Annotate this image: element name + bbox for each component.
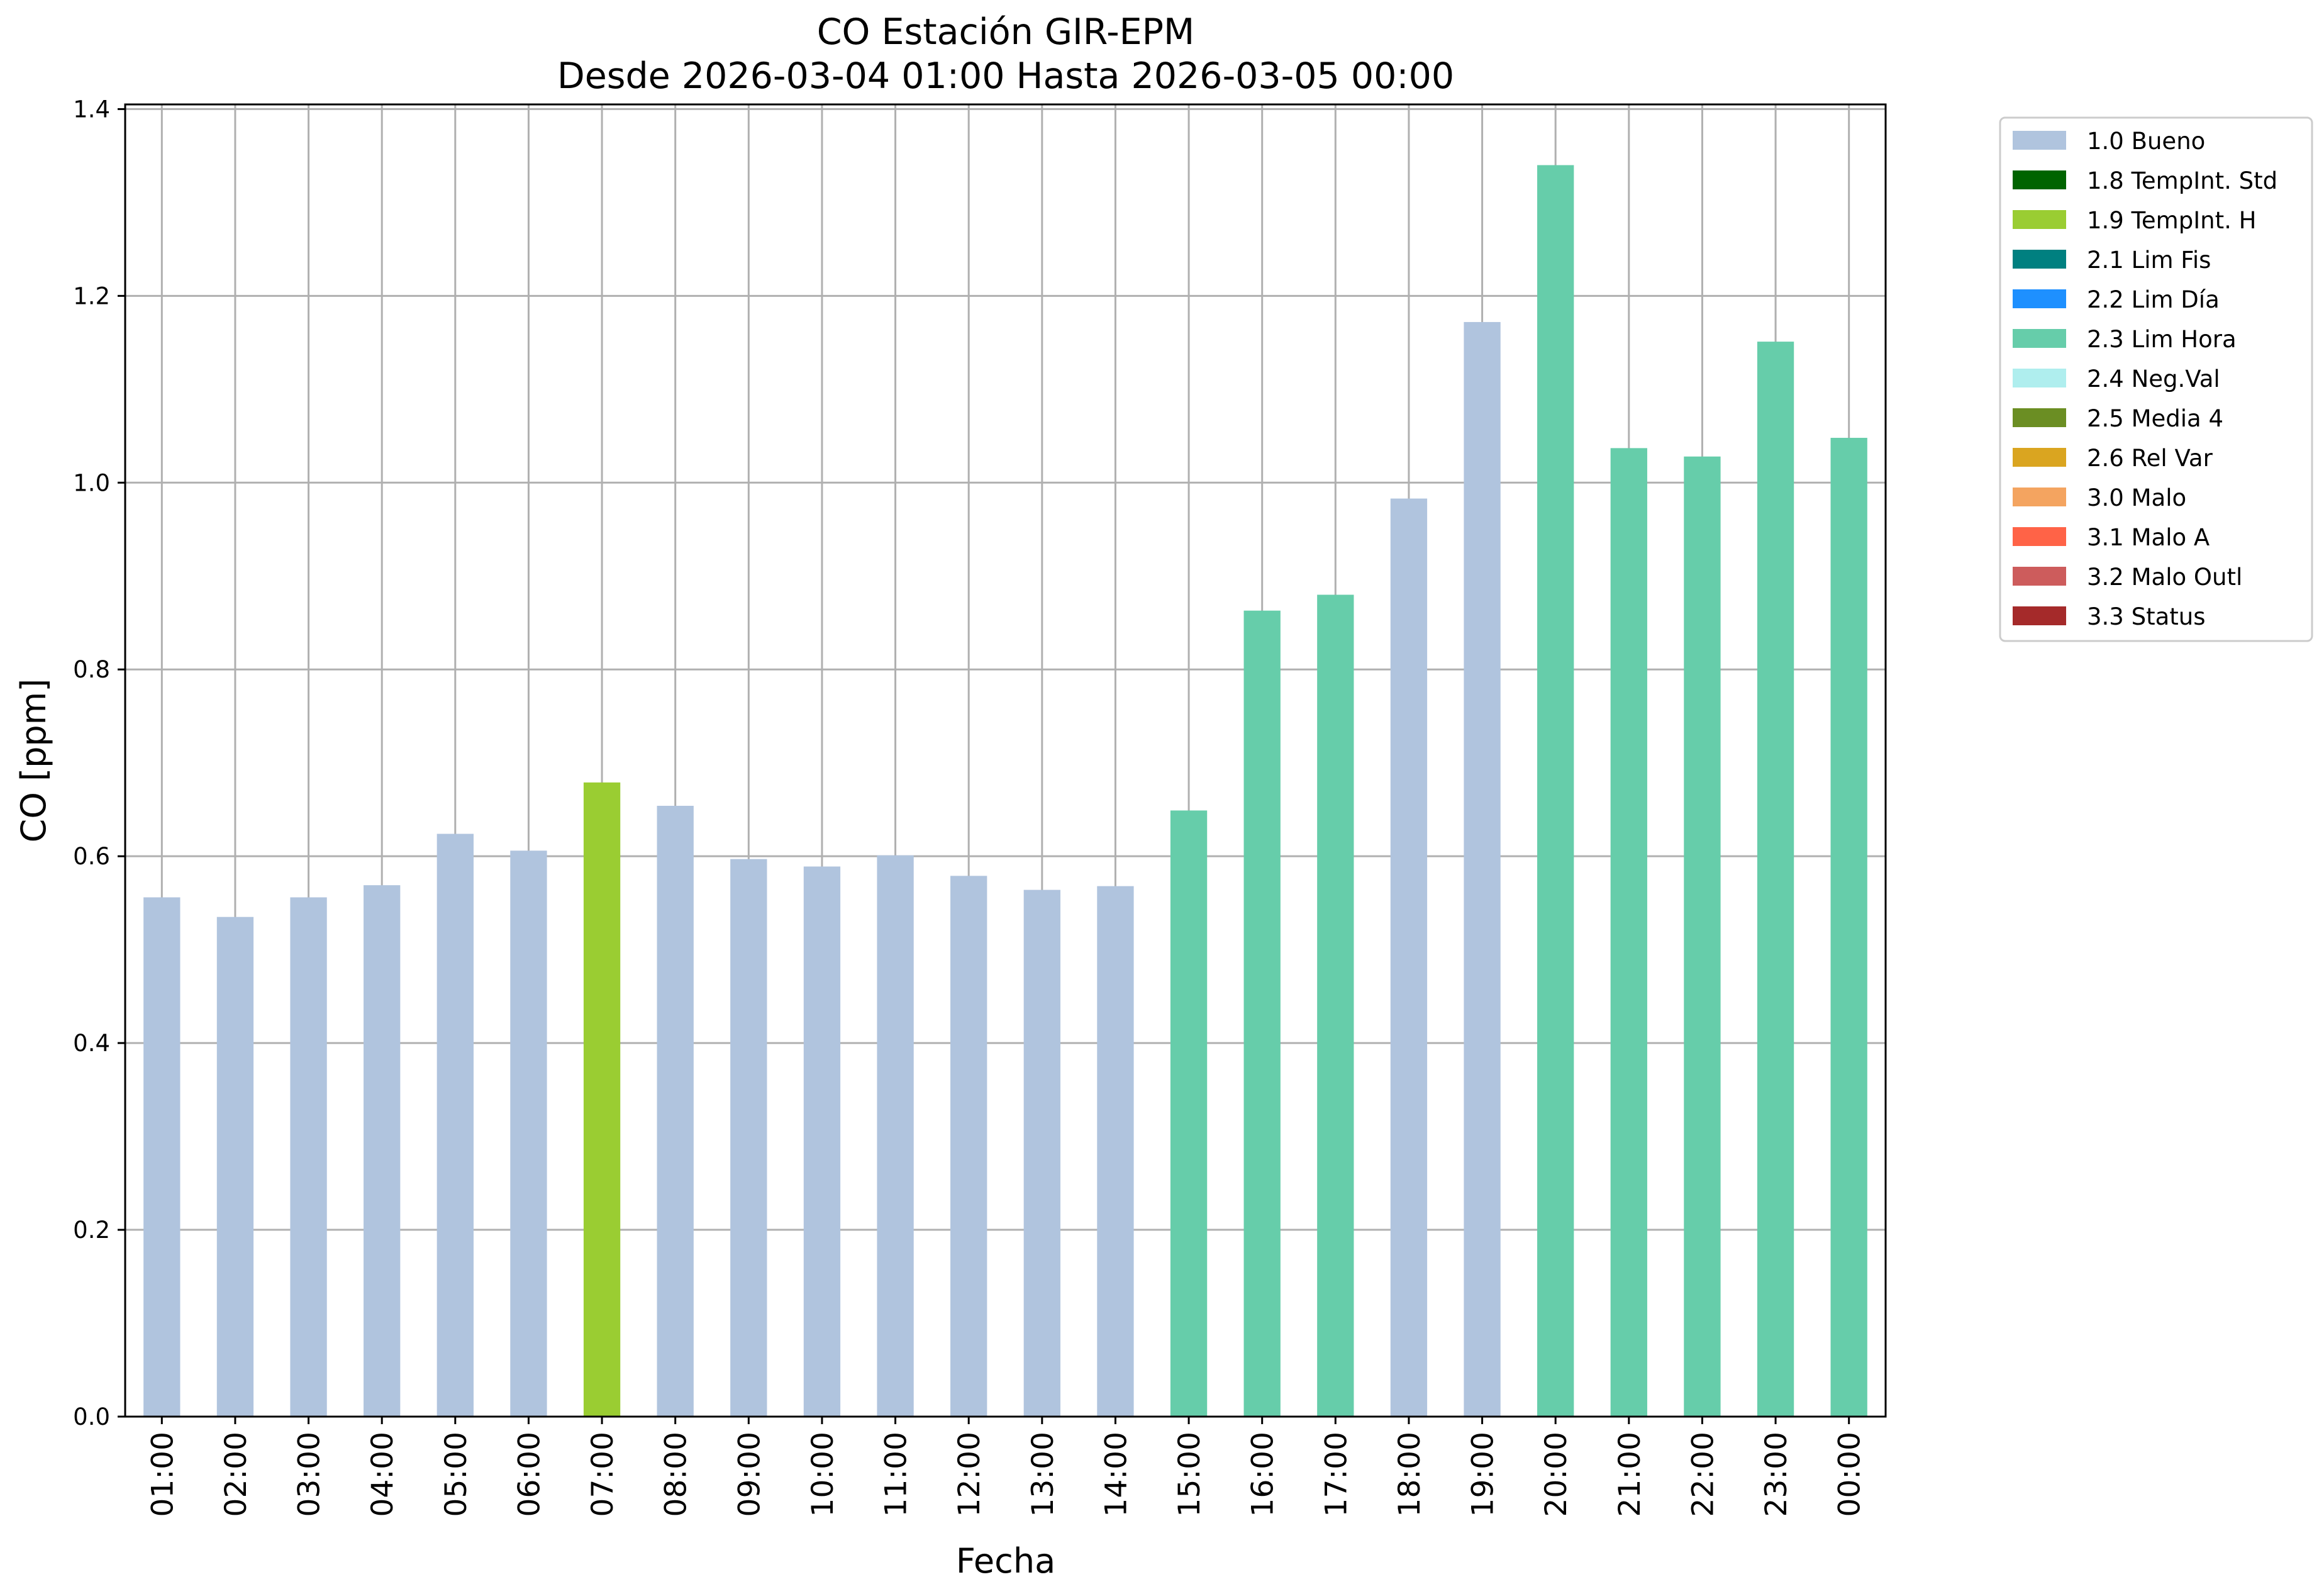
legend-swatch [2013,289,2066,308]
x-tick-label: 13:00 [1026,1432,1060,1517]
x-tick-label: 11:00 [879,1432,914,1517]
y-axis-label: CO [ppm] [14,679,53,843]
x-tick-label: 09:00 [732,1432,767,1517]
bar-12:00 [950,876,987,1417]
bar-05:00 [436,833,474,1417]
legend-entry-label: 1.8 TempInt. Std [2087,167,2277,194]
y-axis-ticks: 0.0 0.2 0.4 0.6 0.8 1.0 1.2 1.4 [73,96,125,1430]
bar-02:00 [216,917,254,1417]
x-tick-label: 08:00 [659,1432,694,1517]
bar-06:00 [510,850,547,1417]
legend-swatch [2013,606,2066,625]
bars [143,165,1867,1417]
x-tick-label: 03:00 [292,1432,327,1517]
x-tick-label: 18:00 [1393,1432,1427,1517]
bar-13:00 [1023,889,1060,1417]
x-tick-label: 00:00 [1833,1432,1867,1517]
legend-frame [1999,116,2313,642]
legend-entry-label: 2.6 Rel Var [2087,445,2213,472]
x-tick-label: 20:00 [1539,1432,1574,1517]
y-tick-label: 0.6 [73,843,110,870]
x-tick-label: 16:00 [1246,1432,1281,1517]
y-tick-label: 1.0 [73,469,110,496]
x-tick-label: 23:00 [1759,1432,1794,1517]
legend-swatch [2013,448,2066,467]
bar-04:00 [364,885,401,1417]
legend-entry-label: 2.1 Lim Fis [2087,247,2211,274]
legend-entry-label: 2.3 Lim Hora [2087,326,2237,353]
legend-entry-label: 3.1 Malo A [2087,524,2210,551]
x-axis-label: Fecha [956,1541,1055,1581]
legend-entry-label: 3.2 Malo Outl [2087,564,2242,591]
x-tick-label: 15:00 [1172,1432,1207,1517]
y-tick-label: 0.8 [73,656,110,683]
legend-entry-label: 2.5 Media 4 [2087,405,2223,432]
bar-10:00 [803,866,841,1417]
y-tick-label: 1.2 [73,282,110,309]
legend-swatch [2013,329,2066,348]
legend-entry-label: 1.9 TempInt. H [2087,207,2256,234]
legend-entry-label: 1.0 Bueno [2087,128,2205,155]
y-tick-label: 0.0 [73,1403,110,1430]
y-tick-label: 1.4 [73,96,110,123]
legend-swatch [2013,131,2066,150]
bar-03:00 [290,897,327,1417]
x-tick-label: 19:00 [1466,1432,1501,1517]
bar-18:00 [1390,498,1428,1417]
legend-swatch [2013,210,2066,229]
x-tick-label: 17:00 [1319,1432,1354,1517]
bar-09:00 [730,859,767,1417]
bar-20:00 [1537,165,1574,1417]
chart-title: CO Estación GIR-EPM [817,11,1194,53]
x-tick-label: 22:00 [1686,1432,1720,1517]
bar-19:00 [1464,321,1501,1417]
chart-subtitle: Desde 2026-03-04 01:00 Hasta 2026-03-05 … [557,55,1454,97]
bar-08:00 [657,806,694,1417]
legend-entry-label: 3.3 Status [2087,603,2206,630]
x-tick-label: 02:00 [219,1432,253,1517]
legend-entry-label: 2.4 Neg.Val [2087,365,2220,393]
x-tick-label: 07:00 [586,1432,620,1517]
bar-01:00 [143,897,181,1417]
bar-22:00 [1684,456,1721,1417]
legend-swatch [2013,408,2066,427]
bar-17:00 [1317,594,1354,1417]
x-tick-label: 05:00 [439,1432,474,1517]
x-tick-label: 14:00 [1099,1432,1133,1517]
legend-swatch [2013,369,2066,387]
x-tick-label: 10:00 [806,1432,840,1517]
legend-swatch [2013,250,2066,269]
y-tick-label: 0.2 [73,1217,110,1244]
bar-21:00 [1610,448,1647,1417]
x-tick-label: 06:00 [512,1432,547,1517]
bar-11:00 [877,855,914,1417]
legend-swatch [2013,170,2066,189]
legend: 1.0 Bueno 1.8 TempInt. Std 1.9 TempInt. H 2… [1999,116,2313,642]
legend-entry-label: 2.2 Lim Día [2087,286,2220,313]
x-tick-label: 21:00 [1613,1432,1647,1517]
x-tick-label: 04:00 [365,1432,400,1517]
legend-swatch [2013,488,2066,506]
x-axis-ticks: 01:00 02:00 03:00 04:00 05:00 06:00 07:00 08:00… [145,1417,1867,1517]
bar-23:00 [1757,342,1794,1417]
legend-swatch [2013,567,2066,586]
y-tick-label: 0.4 [73,1030,110,1057]
legend-entry-label: 3.0 Malo [2087,484,2186,511]
bar-15:00 [1170,810,1208,1417]
bar-14:00 [1097,886,1134,1417]
bar-16:00 [1243,610,1281,1417]
x-tick-label: 12:00 [952,1432,987,1517]
bar-07:00 [583,782,621,1417]
legend-swatch [2013,527,2066,546]
x-tick-label: 01:00 [145,1432,180,1517]
bar-00:00 [1830,438,1867,1417]
plot-frame [124,103,1887,1418]
